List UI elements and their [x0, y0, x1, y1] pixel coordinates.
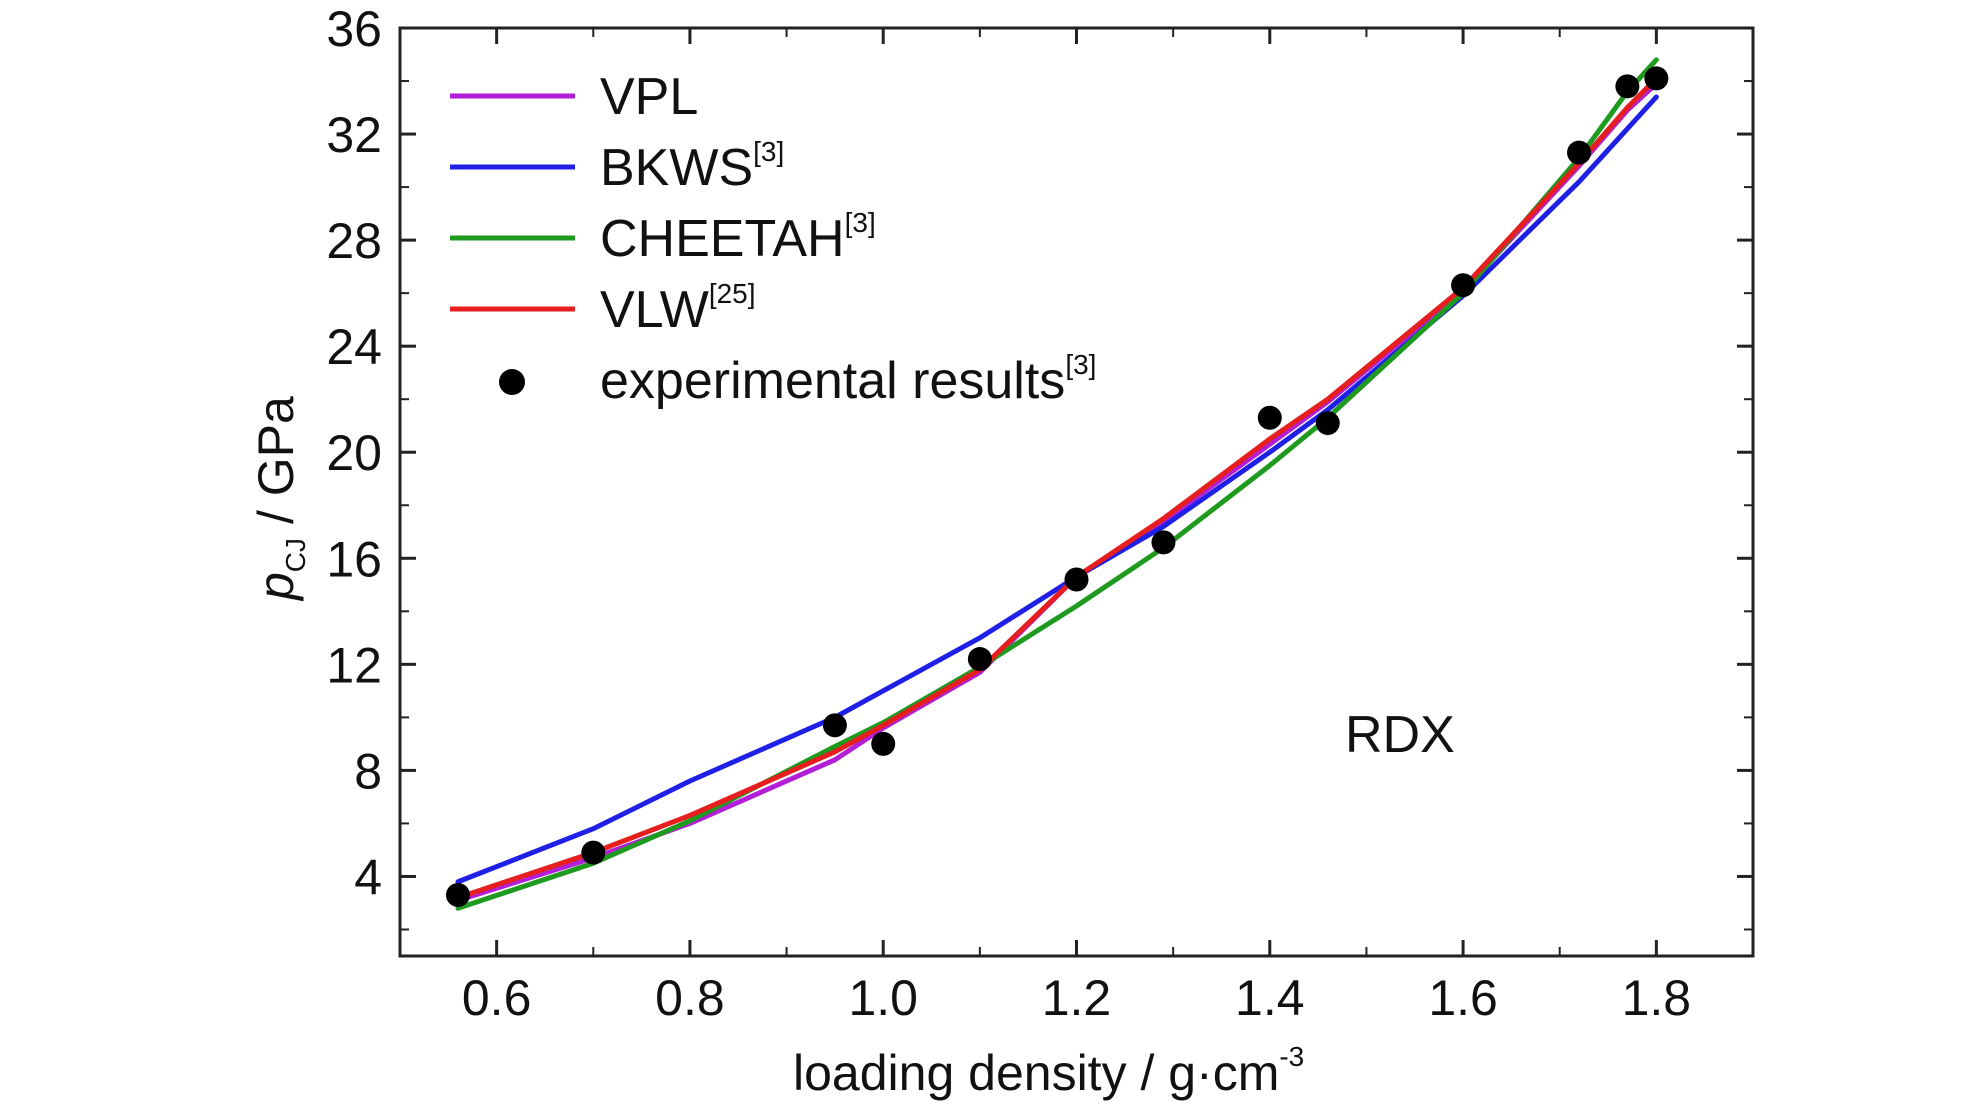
series-lines: [455, 57, 1659, 911]
legend-label-vlw: VLW[25]: [600, 278, 756, 339]
y-tick-label: 28: [326, 213, 382, 269]
y-tick-label: 4: [354, 849, 382, 905]
y-tick-label: 16: [326, 531, 382, 587]
y-axis-title-rest: / GPa: [248, 396, 304, 538]
data-point: [1567, 140, 1592, 165]
legend-name: VLW: [600, 281, 709, 339]
x-tick-label: 0.6: [462, 970, 532, 1026]
y-tick-label: 24: [326, 319, 382, 375]
legend-name: CHEETAH: [600, 210, 845, 268]
experimental-points: [445, 66, 1669, 908]
data-point: [1615, 74, 1640, 99]
y-axis-title: pCJ / GPa: [248, 396, 311, 602]
x-tick-label: 1.0: [848, 970, 918, 1026]
legend-name: BKWS: [600, 139, 753, 197]
y-tick-label: 12: [326, 637, 382, 693]
y-tick-label: 32: [326, 107, 382, 163]
x-tick-label: 1.6: [1428, 970, 1498, 1026]
legend-reference: [3]: [845, 207, 876, 238]
y-axis-title-sub: CJ: [280, 538, 311, 572]
data-point: [445, 883, 470, 908]
x-tick-label: 0.8: [655, 970, 725, 1026]
x-axis-title-main: loading density / g·cm: [793, 1045, 1279, 1101]
series-line-vlw: [455, 75, 1659, 901]
legend: VPLBKWS[3]CHEETAH[3]VLW[25]experimental …: [450, 68, 1096, 410]
data-point: [581, 840, 606, 865]
legend-label-experimental-results: experimental results[3]: [600, 349, 1096, 410]
legend-label-vpl: VPL: [600, 68, 698, 126]
y-tick-labels: 4 8 12 16 20 24 28 32 36: [326, 1, 382, 905]
legend-label-cheetah: CHEETAH[3]: [600, 207, 876, 268]
data-point: [1064, 567, 1089, 592]
x-tick-label: 1.2: [1042, 970, 1112, 1026]
data-point: [871, 731, 896, 756]
x-tick-label: 1.4: [1235, 970, 1305, 1026]
series-line-bkws: [455, 94, 1659, 885]
data-point: [822, 713, 847, 738]
data-point: [1151, 530, 1176, 555]
x-axis-title-sup: -3: [1279, 1041, 1304, 1072]
legend-swatch-experimental-results: [499, 369, 525, 395]
data-point: [1451, 273, 1476, 298]
y-tick-label: 20: [326, 425, 382, 481]
x-tick-labels: 0.6 0.8 1.0 1.2 1.4 1.6 1.8: [462, 970, 1691, 1026]
legend-reference: [3]: [753, 136, 784, 167]
legend-name: experimental results: [600, 352, 1065, 410]
x-tick-label: 1.8: [1622, 970, 1692, 1026]
legend-reference: [3]: [1065, 349, 1096, 380]
axis-ticks: [399, 26, 1754, 956]
legend-label-bkws: BKWS[3]: [600, 136, 784, 197]
y-axis-title-main: p: [248, 572, 304, 602]
y-tick-label: 36: [326, 1, 382, 57]
data-point: [1315, 411, 1340, 436]
data-point: [1644, 66, 1669, 91]
data-point: [1257, 405, 1282, 430]
legend-reference: [25]: [709, 278, 756, 309]
x-axis-title: loading density / g·cm-3: [793, 1041, 1304, 1101]
legend-name: VPL: [600, 68, 698, 126]
annotation-rdx: RDX: [1345, 706, 1455, 764]
series-line-vpl: [455, 81, 1659, 903]
data-point: [967, 647, 992, 672]
y-tick-label: 8: [354, 743, 382, 799]
